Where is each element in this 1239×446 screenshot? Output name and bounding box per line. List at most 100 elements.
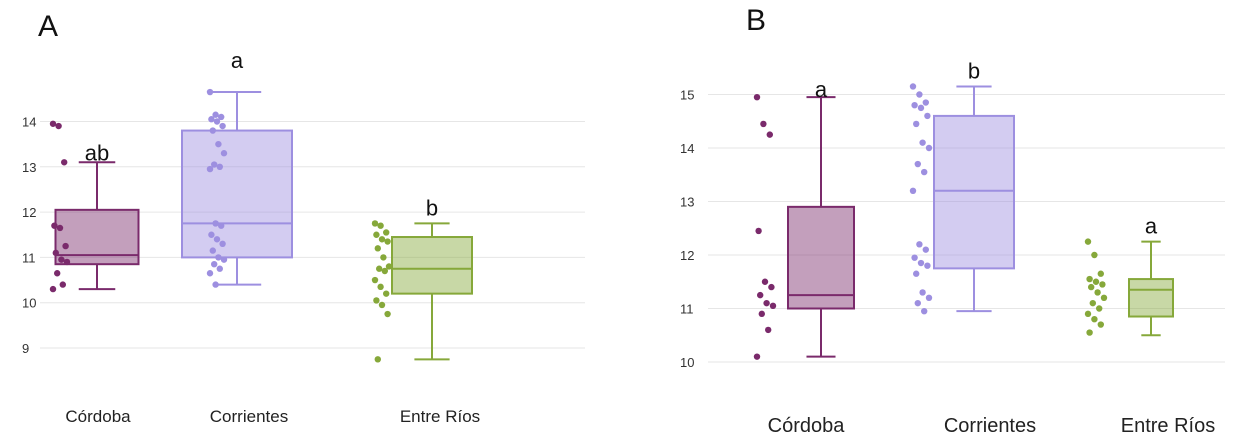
data-point <box>56 224 64 232</box>
y-tick-label: 11 <box>22 250 36 265</box>
category-label: Corrientes <box>210 407 288 426</box>
box-1 <box>933 114 1015 270</box>
y-tick-label: 9 <box>22 341 29 356</box>
data-point <box>917 104 925 112</box>
data-point <box>384 238 391 245</box>
data-point <box>49 120 57 127</box>
data-point <box>374 245 381 252</box>
data-point <box>1100 294 1108 301</box>
data-point <box>1097 270 1105 277</box>
data-point <box>1084 238 1092 245</box>
data-point <box>55 122 62 130</box>
box-2 <box>391 236 473 295</box>
significance-letter: a <box>815 77 828 102</box>
y-tick-label: 12 <box>680 248 694 263</box>
data-point <box>919 139 926 146</box>
panel-a-label: A <box>38 10 58 43</box>
data-point <box>1086 275 1093 283</box>
category-label: Entre Ríos <box>400 407 480 426</box>
data-point <box>220 256 228 263</box>
data-point <box>909 187 917 194</box>
data-point <box>212 111 219 118</box>
data-point <box>378 301 386 309</box>
significance-letter: ab <box>85 140 109 165</box>
data-point <box>63 258 71 266</box>
data-point <box>371 276 379 284</box>
box-2 <box>1128 278 1174 318</box>
data-point <box>378 236 386 243</box>
data-point <box>1094 289 1101 296</box>
box-1 <box>181 129 293 259</box>
data-point <box>206 88 214 96</box>
data-point <box>206 270 214 277</box>
data-point <box>373 231 380 238</box>
y-tick-label: 15 <box>680 88 694 103</box>
data-point <box>763 299 770 307</box>
data-point <box>758 310 765 318</box>
data-point <box>1096 305 1103 312</box>
category-label: Córdoba <box>65 407 131 426</box>
data-point <box>213 236 221 243</box>
data-point <box>922 99 929 106</box>
panel-b-label: B <box>746 4 766 37</box>
data-point <box>921 307 928 315</box>
data-point <box>206 165 214 173</box>
data-point <box>209 127 216 134</box>
data-point <box>921 168 928 176</box>
data-point <box>1091 316 1098 323</box>
data-point <box>913 120 920 128</box>
data-point <box>924 262 931 269</box>
data-point <box>373 297 380 304</box>
data-point <box>916 241 923 248</box>
data-point <box>380 254 387 261</box>
y-tick-label: 14 <box>22 115 36 130</box>
significance-letter: a <box>231 48 244 73</box>
data-point <box>925 294 933 301</box>
data-point <box>914 160 921 168</box>
data-point <box>59 281 66 288</box>
data-point <box>384 310 391 318</box>
data-point <box>916 91 923 98</box>
data-point <box>212 281 219 288</box>
data-point <box>385 263 393 270</box>
data-point <box>911 254 918 261</box>
data-point <box>211 260 218 268</box>
data-point <box>760 120 767 128</box>
category-label: Corrientes <box>944 415 1036 437</box>
data-point <box>1097 321 1105 328</box>
data-point <box>383 229 390 236</box>
data-point <box>58 256 65 263</box>
category-label: Córdoba <box>768 415 846 437</box>
data-point <box>212 220 219 227</box>
data-point <box>383 290 390 297</box>
data-point <box>753 353 761 360</box>
data-point <box>376 265 383 272</box>
y-tick-label: 14 <box>680 141 694 156</box>
panel-b: B 10 11 12 13 14 15 a Córdoba b Corrientes a Entre … <box>680 4 1225 437</box>
data-point <box>1092 278 1100 285</box>
data-point <box>1088 283 1095 291</box>
y-tick-label: 11 <box>680 302 694 317</box>
data-point <box>209 247 216 254</box>
data-point <box>51 222 58 229</box>
y-tick-label: 13 <box>22 160 36 175</box>
data-point <box>49 285 57 293</box>
data-point <box>215 140 222 148</box>
data-point <box>213 118 221 125</box>
data-point <box>1086 329 1093 336</box>
significance-letter: b <box>968 58 980 83</box>
data-point <box>1084 310 1092 318</box>
data-point <box>208 116 215 123</box>
data-point <box>374 356 381 363</box>
data-point <box>1089 299 1097 307</box>
data-point <box>381 267 388 275</box>
data-point <box>377 283 384 291</box>
significance-letter: b <box>426 195 438 220</box>
data-point <box>62 242 69 250</box>
data-point <box>1091 251 1098 259</box>
data-point <box>911 102 918 109</box>
data-point <box>761 278 769 285</box>
data-point <box>768 283 775 291</box>
data-point <box>216 163 223 170</box>
